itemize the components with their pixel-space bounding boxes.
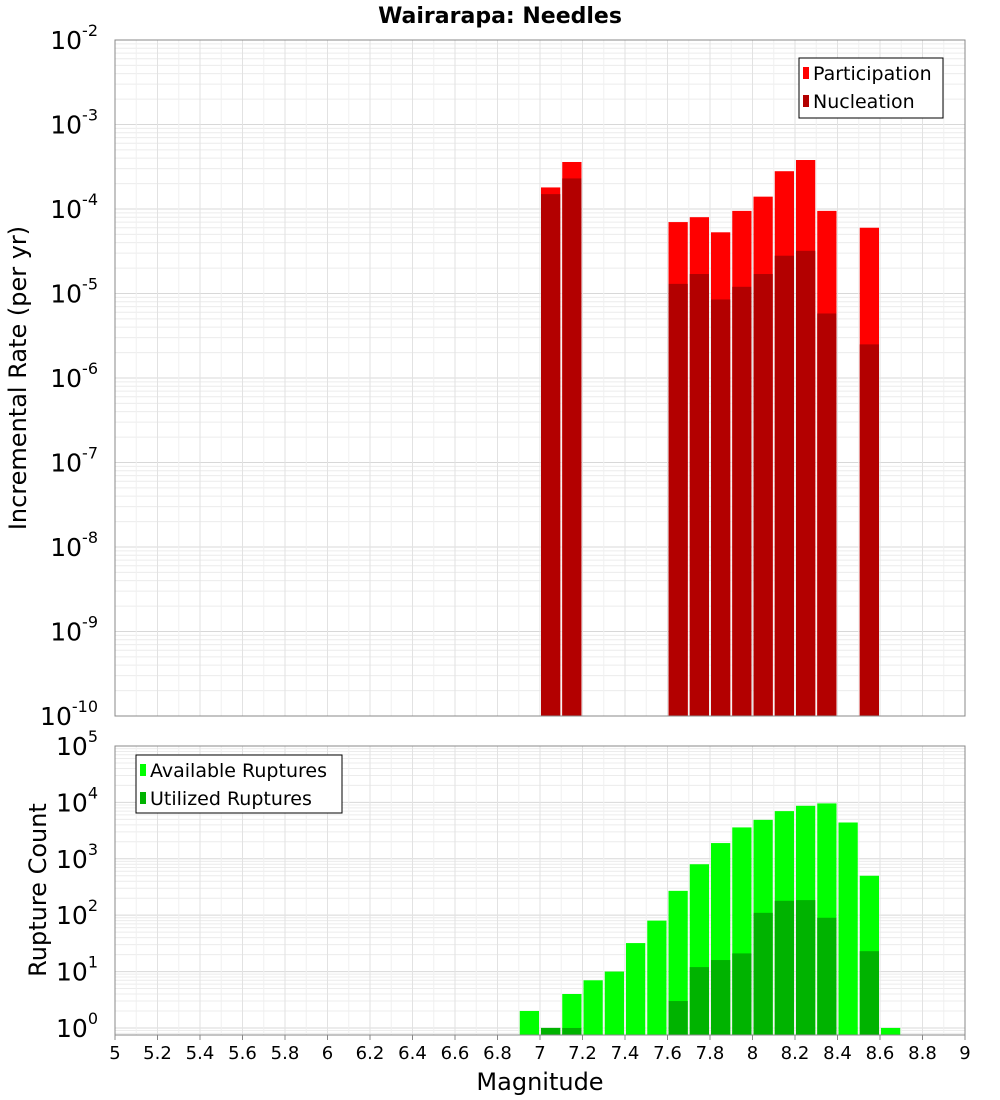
rate-y-tick-label: 10-6 bbox=[50, 359, 98, 393]
count-bar-utilized-ruptures-7.05 bbox=[541, 1027, 561, 1035]
rate-bar-nucleation-7.05 bbox=[541, 194, 561, 716]
x-tick-label: 7 bbox=[534, 1043, 545, 1064]
legend-label-utilized: Utilized Ruptures bbox=[150, 788, 312, 810]
count-bar-utilized-ruptures-7.75 bbox=[689, 967, 709, 1035]
rate-y-tick-label: 10-5 bbox=[50, 275, 98, 309]
rate-bars bbox=[541, 160, 879, 717]
count-y-tick-label: 100 bbox=[56, 1009, 98, 1043]
rate-legend-box bbox=[798, 57, 944, 119]
count-y-tick-label: 105 bbox=[56, 727, 98, 761]
legend-swatch-utilized bbox=[140, 792, 146, 804]
rate-y-tick-label: 10-3 bbox=[50, 106, 98, 140]
x-tick-label: 6 bbox=[322, 1043, 333, 1064]
rate-bar-nucleation-8.05 bbox=[753, 274, 773, 716]
count-bar-utilized-ruptures-8.25 bbox=[796, 900, 816, 1035]
x-tick-label: 9 bbox=[959, 1043, 970, 1064]
legend-label-available: Available Ruptures bbox=[150, 760, 327, 782]
count-bar-utilized-ruptures-8.35 bbox=[817, 917, 837, 1035]
count-bar-available-ruptures-7.55 bbox=[647, 920, 667, 1035]
rate-panel: 10-10 10-9 10-8 10-7 10-6 10-5 10-4 10-3 10-2 In… bbox=[4, 21, 966, 731]
count-bar-available-ruptures-7.65 bbox=[668, 890, 688, 1035]
rate-plot-border bbox=[114, 39, 966, 717]
x-tick-label: 5.2 bbox=[143, 1043, 172, 1064]
x-tick-label: 8.8 bbox=[908, 1043, 937, 1064]
rate-y-axis-title: Incremental Rate (per yr) bbox=[4, 226, 32, 530]
rate-y-tick-label: 10-4 bbox=[50, 190, 98, 224]
count-y-tick-label: 102 bbox=[56, 896, 98, 930]
rate-y-tick-label: 10-2 bbox=[50, 21, 98, 55]
rate-bar-nucleation-7.15 bbox=[562, 178, 582, 717]
count-legend-box bbox=[135, 754, 343, 814]
count-y-tick-label: 104 bbox=[56, 783, 98, 817]
count-bar-utilized-ruptures-8.15 bbox=[774, 900, 794, 1035]
x-tick-label: 5.6 bbox=[228, 1043, 257, 1064]
x-tick-label: 5.8 bbox=[271, 1043, 300, 1064]
x-tick-label: 6.6 bbox=[441, 1043, 470, 1064]
rate-bar-nucleation-8.55 bbox=[859, 344, 879, 716]
count-panel: 100 101 102 103 104 105 5 5.2 5.4 5.6 5.8 6 6.2 6.4 6… bbox=[24, 727, 971, 1096]
count-bar-available-ruptures-7.15 bbox=[562, 994, 582, 1035]
count-y-ticks: 100 101 102 103 104 105 bbox=[56, 727, 98, 1043]
rate-y-tick-label: 10-7 bbox=[50, 444, 98, 478]
rate-bar-nucleation-7.75 bbox=[689, 274, 709, 716]
x-tick-label: 6.8 bbox=[483, 1043, 512, 1064]
count-y-tick-label: 101 bbox=[56, 953, 98, 987]
chart-title: Wairarapa: Needles bbox=[378, 4, 622, 29]
x-tick-label: 8.6 bbox=[866, 1043, 895, 1064]
x-tick-label: 6.4 bbox=[398, 1043, 427, 1064]
count-bar-available-ruptures-8.65 bbox=[881, 1027, 901, 1035]
count-bar-utilized-ruptures-7.15 bbox=[562, 1027, 582, 1035]
rate-y-tick-label: 10-8 bbox=[50, 528, 98, 562]
rate-y-ticks: 10-10 10-9 10-8 10-7 10-6 10-5 10-4 10-3 10-2 bbox=[40, 21, 98, 731]
rate-bar-nucleation-8.35 bbox=[817, 313, 837, 716]
rate-bar-nucleation-7.85 bbox=[711, 299, 731, 716]
count-y-axis-title: Rupture Count bbox=[24, 803, 52, 977]
count-bar-utilized-ruptures-8.05 bbox=[753, 912, 773, 1035]
legend-label-nucleation: Nucleation bbox=[813, 91, 915, 113]
magnitude-x-axis-title: Magnitude bbox=[476, 1068, 603, 1096]
rate-bar-nucleation-8.15 bbox=[774, 255, 794, 716]
x-tick-label: 5.4 bbox=[186, 1043, 215, 1064]
legend-swatch-available bbox=[140, 764, 146, 776]
rate-legend: Participation Nucleation bbox=[798, 57, 944, 119]
legend-swatch-participation bbox=[803, 67, 809, 79]
x-tick-label: 8.4 bbox=[823, 1043, 852, 1064]
count-bar-available-ruptures-6.95 bbox=[519, 1010, 539, 1035]
x-tick-label: 6.2 bbox=[356, 1043, 385, 1064]
count-bar-utilized-ruptures-7.85 bbox=[711, 960, 731, 1035]
count-bar-available-ruptures-8.45 bbox=[838, 822, 858, 1035]
x-tick-label: 5 bbox=[109, 1043, 120, 1064]
count-bar-available-ruptures-7.45 bbox=[626, 943, 646, 1035]
x-tick-label: 7.2 bbox=[568, 1043, 597, 1064]
count-bar-available-ruptures-7.25 bbox=[583, 980, 603, 1035]
count-y-tick-label: 103 bbox=[56, 840, 98, 874]
rate-y-tick-label: 10-10 bbox=[40, 697, 98, 731]
x-tick-label: 8 bbox=[747, 1043, 758, 1064]
x-tick-label: 7.4 bbox=[611, 1043, 640, 1064]
count-bar-utilized-ruptures-8.55 bbox=[859, 951, 879, 1035]
count-bars bbox=[519, 803, 901, 1035]
rate-bar-nucleation-7.95 bbox=[732, 286, 752, 716]
count-bar-available-ruptures-7.35 bbox=[604, 971, 624, 1035]
legend-label-participation: Participation bbox=[813, 63, 932, 85]
rate-bar-nucleation-7.65 bbox=[668, 283, 688, 716]
magnitude-x-ticks: 5 5.2 5.4 5.6 5.8 6 6.2 6.4 6.6 6.8 7 7.2 7.4 7.6 7.8 8… bbox=[109, 1035, 971, 1064]
x-tick-label: 7.8 bbox=[696, 1043, 725, 1064]
count-legend: Available Ruptures Utilized Ruptures bbox=[135, 754, 343, 814]
rate-bar-nucleation-8.25 bbox=[796, 250, 816, 716]
x-tick-label: 8.2 bbox=[781, 1043, 810, 1064]
legend-swatch-nucleation bbox=[803, 95, 809, 107]
rate-y-tick-label: 10-9 bbox=[50, 613, 98, 647]
rate-gridlines bbox=[114, 39, 966, 717]
count-bar-utilized-ruptures-7.95 bbox=[732, 953, 752, 1035]
count-bar-utilized-ruptures-7.65 bbox=[668, 1001, 688, 1035]
x-tick-label: 7.6 bbox=[653, 1043, 682, 1064]
